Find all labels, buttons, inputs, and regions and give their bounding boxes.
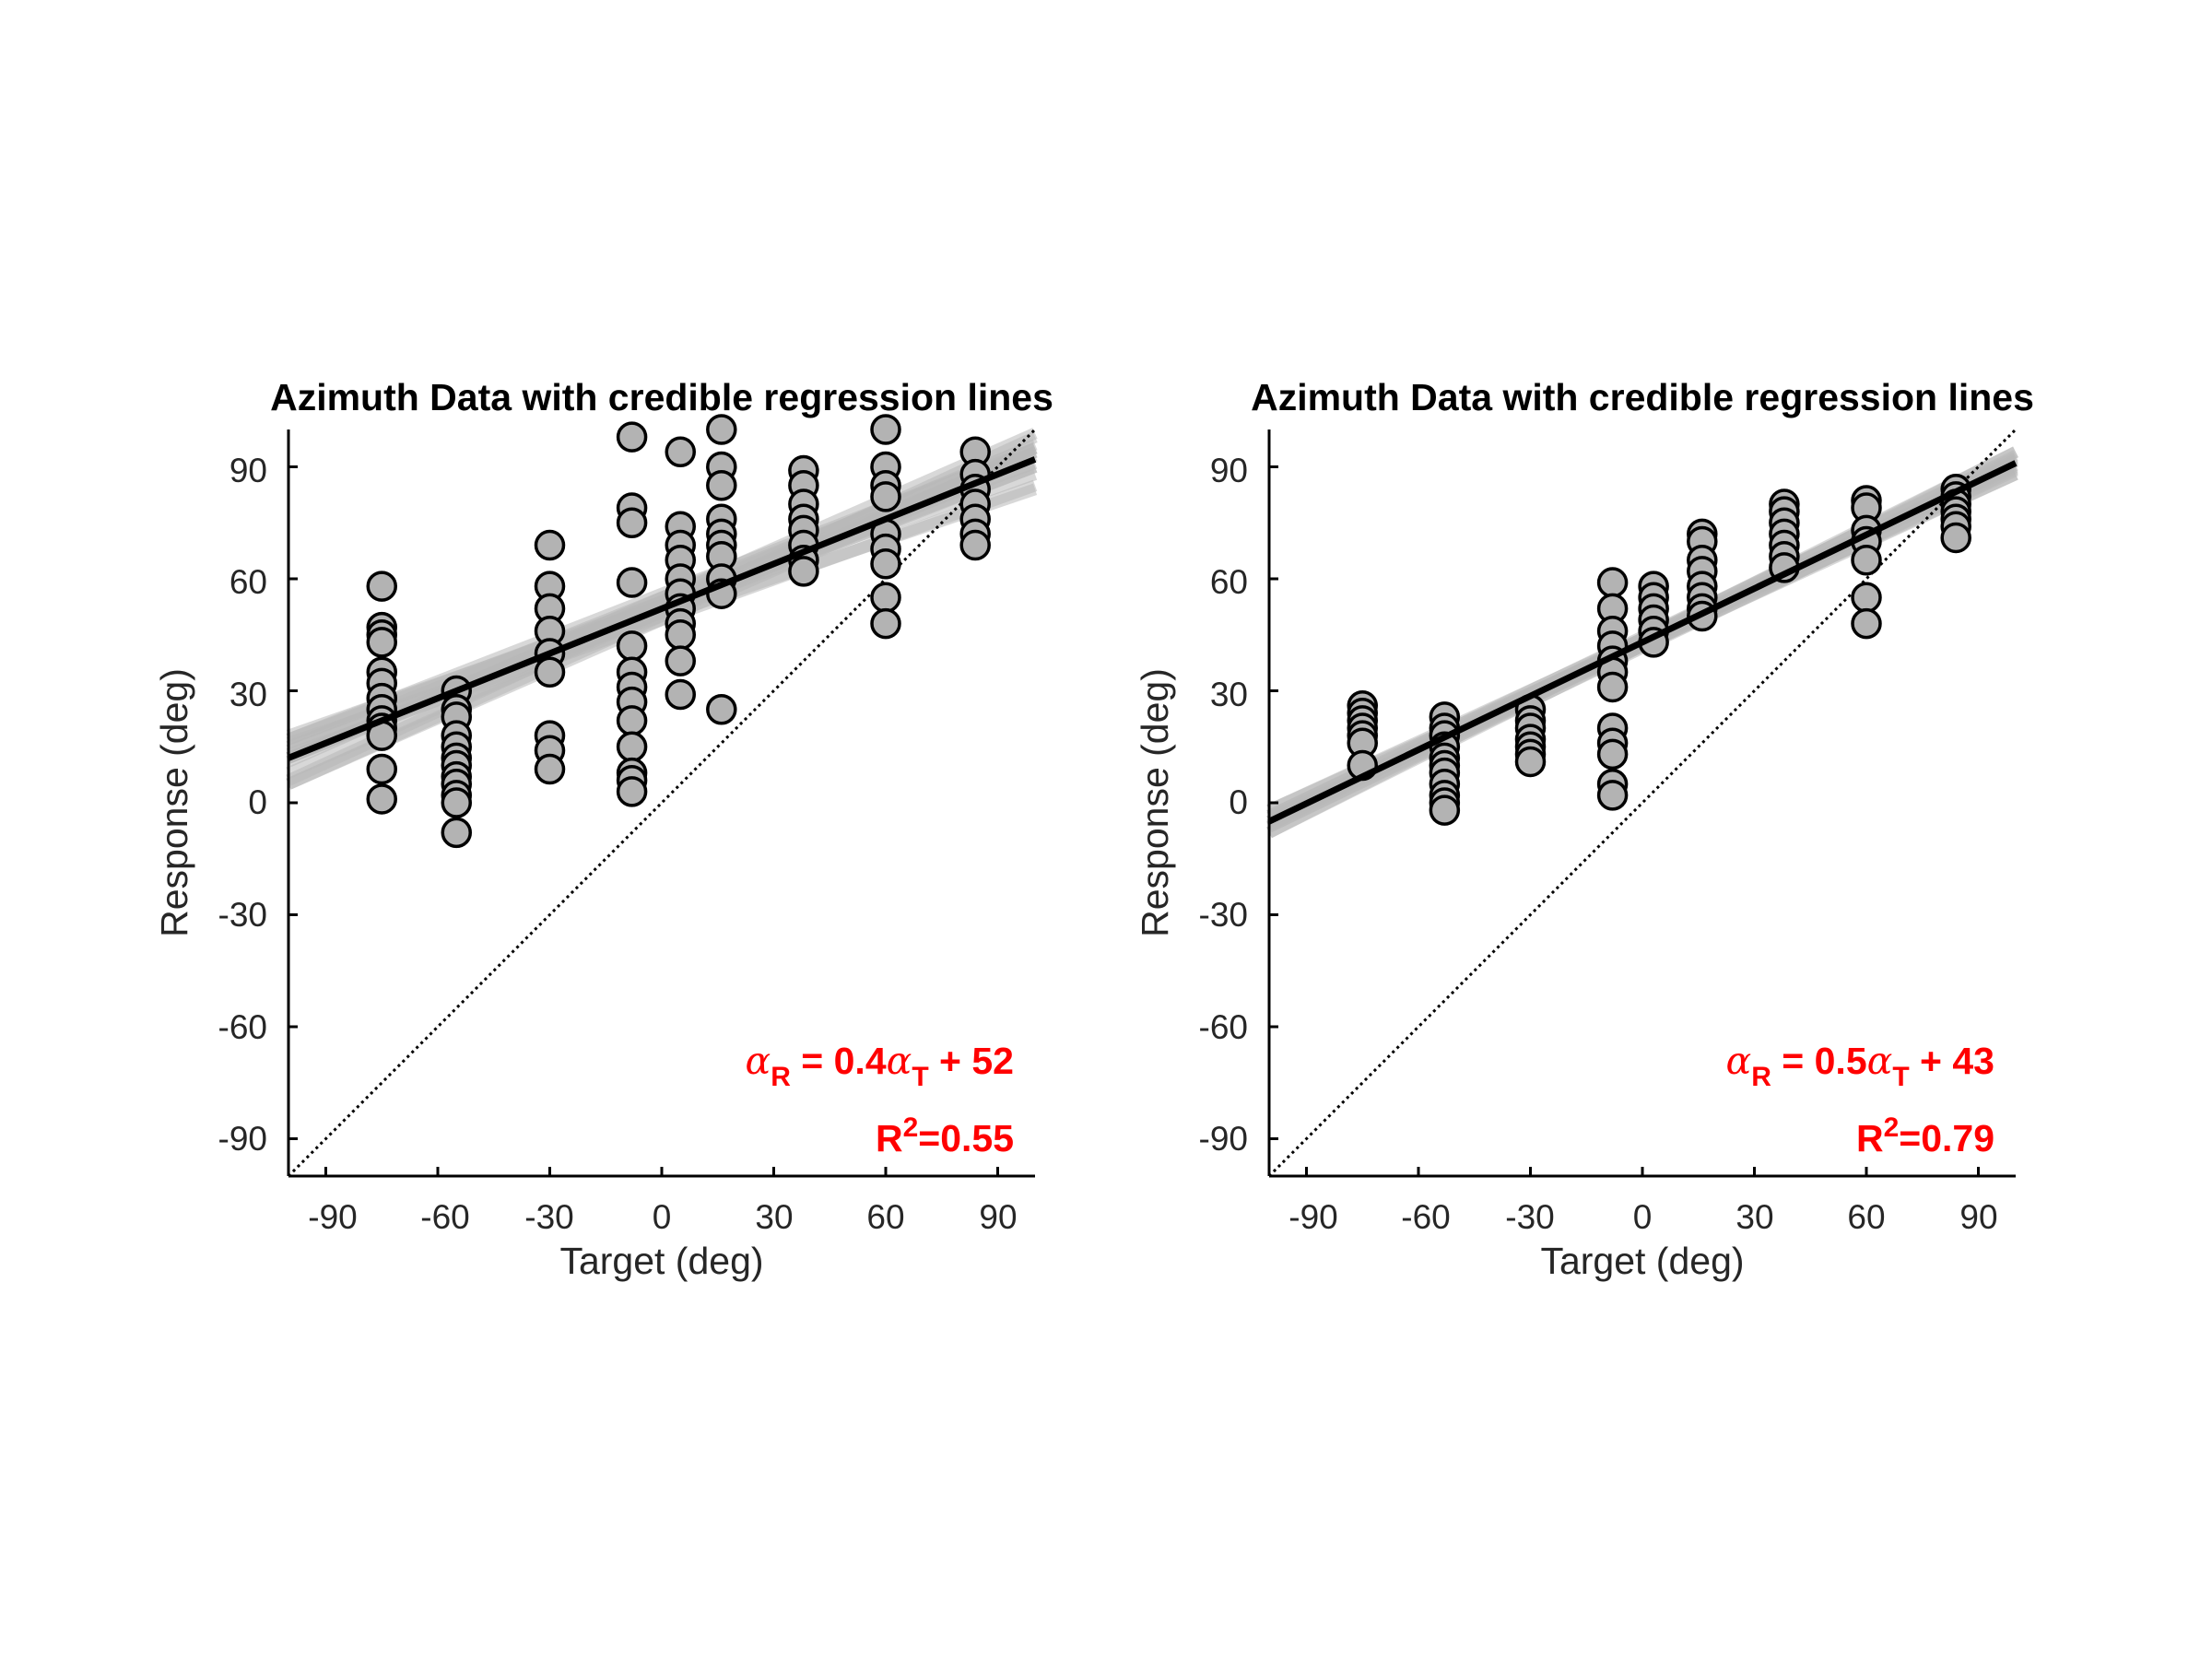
right-data-point [1596, 738, 1629, 771]
left-identity-line [287, 428, 1037, 1178]
right-xtick-label: -30 [1505, 1198, 1554, 1236]
left-y-axis-label: Response (deg) [153, 668, 195, 937]
left-xtick-label: 0 [653, 1198, 672, 1236]
left-ytick-label: 60 [229, 563, 267, 601]
right-ytick-label: -90 [1199, 1120, 1248, 1158]
left-data-point [366, 571, 397, 602]
left-equation: αR = 0.4αT + 52 [746, 1039, 1014, 1092]
right-plot-area [1266, 428, 2018, 1178]
left-data-point [366, 753, 397, 785]
right-data-point [1851, 545, 1882, 576]
right-ytick-label: 90 [1210, 452, 1248, 489]
right-ytick-label: -30 [1199, 896, 1248, 934]
left-data-point [441, 817, 472, 849]
left-data-point [706, 414, 737, 445]
right-y-axis-label: Response (deg) [1134, 668, 1176, 937]
right-chart-title: Azimuth Data with credible regression li… [1251, 376, 2034, 418]
left-data-point [870, 481, 901, 512]
right-ytick-label: -60 [1199, 1008, 1248, 1046]
right-ytick-label: 30 [1210, 676, 1248, 713]
right-r-squared: R2=0.79 [1856, 1112, 1994, 1159]
right-xtick-label: 60 [1847, 1198, 1885, 1236]
left-ytick-label: 30 [229, 676, 267, 713]
left-plot-area [286, 414, 1038, 1178]
right-data-point [1940, 522, 1971, 554]
left-data-point [534, 656, 566, 688]
left-data-point [788, 556, 819, 587]
right-tick-marks [1269, 465, 1980, 1176]
left-data-point [706, 470, 737, 501]
right-xtick-label: 0 [1633, 1198, 1653, 1236]
left-data-point [665, 678, 696, 711]
left-x-axis-label: Target (deg) [559, 1240, 763, 1282]
right-xtick-label: -60 [1401, 1198, 1450, 1236]
left-xtick-label: 90 [979, 1198, 1017, 1236]
right-chart: Azimuth Data with credible regression li… [1134, 376, 2034, 1282]
left-xtick-label: -30 [524, 1198, 573, 1236]
left-xtick-label: 30 [755, 1198, 793, 1236]
left-data-point [616, 731, 648, 762]
left-data-point [959, 529, 991, 561]
left-data-point [616, 421, 648, 453]
left-chart-title: Azimuth Data with credible regression li… [270, 376, 1053, 418]
left-tick-marks [288, 465, 999, 1176]
left-data-point [616, 705, 648, 736]
left-ytick-label: 0 [248, 783, 267, 821]
left-data-point [616, 567, 648, 598]
right-data-point [1514, 746, 1547, 778]
left-data-point [706, 694, 737, 725]
left-data-point [616, 507, 648, 538]
left-data-point [616, 776, 648, 807]
right-xtick-label: 90 [1959, 1198, 1997, 1236]
right-equation: αR = 0.5αT + 43 [1726, 1039, 1994, 1092]
left-data-point [665, 436, 696, 468]
right-data-point [1596, 567, 1629, 598]
right-data-point [1596, 671, 1629, 703]
left-data-point [534, 753, 566, 785]
right-xtick-label: 30 [1735, 1198, 1773, 1236]
left-credible-line [286, 442, 1038, 746]
left-data-point [616, 630, 648, 662]
left-chart: Azimuth Data with credible regression li… [153, 376, 1053, 1282]
right-x-axis-label: Target (deg) [1540, 1240, 1744, 1282]
left-data-point [534, 529, 566, 561]
left-ytick-label: -90 [218, 1120, 267, 1158]
left-r-squared: R2=0.55 [876, 1112, 1014, 1159]
left-data-point [870, 548, 901, 580]
left-regression-line [287, 456, 1037, 761]
left-ytick-label: 90 [229, 452, 267, 489]
left-data-point [870, 607, 901, 640]
left-xtick-label: -60 [420, 1198, 469, 1236]
right-xtick-label: -90 [1288, 1198, 1337, 1236]
right-data-point [1429, 794, 1461, 826]
left-ytick-label: -60 [218, 1008, 267, 1046]
right-ytick-label: 0 [1229, 783, 1248, 821]
left-data-point [665, 645, 696, 677]
left-data-point [366, 627, 397, 658]
right-ytick-label: 60 [1210, 563, 1248, 601]
left-data-point [366, 783, 397, 815]
right-data-point [1851, 607, 1882, 640]
left-data-point [870, 582, 901, 613]
left-ytick-label: -30 [218, 896, 267, 934]
left-xtick-label: -90 [308, 1198, 357, 1236]
right-data-point [1596, 780, 1629, 811]
right-regression-line [1267, 460, 2018, 825]
right-identity-line [1267, 428, 2018, 1178]
left-data-point [870, 414, 901, 445]
right-data-point [1851, 582, 1882, 613]
left-data-point [665, 619, 696, 651]
left-data-point [441, 787, 472, 818]
left-xtick-label: 60 [866, 1198, 904, 1236]
